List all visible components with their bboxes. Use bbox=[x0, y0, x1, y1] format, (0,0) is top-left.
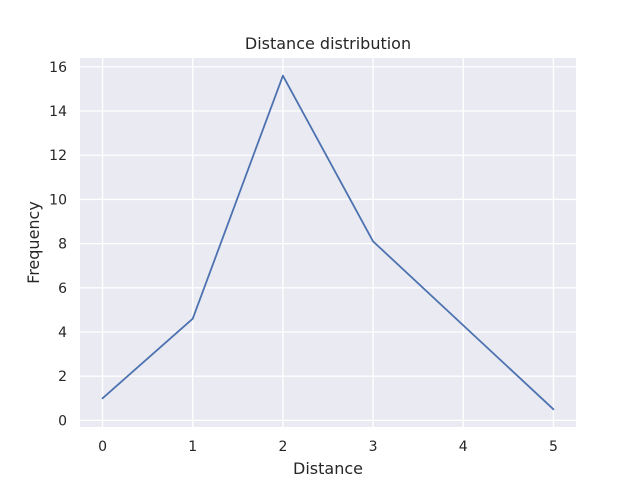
x-gridlines bbox=[101, 58, 555, 427]
series-layer bbox=[101, 74, 555, 411]
x-tick-label: 2 bbox=[278, 439, 287, 455]
x-axis-label: Distance bbox=[293, 459, 363, 478]
chart-title: Distance distribution bbox=[245, 34, 411, 53]
series-line bbox=[101, 74, 555, 411]
y-tick-label: 6 bbox=[58, 281, 67, 297]
x-tick-label: 1 bbox=[188, 439, 197, 455]
x-tick-label: 4 bbox=[459, 439, 468, 455]
y-gridlines bbox=[80, 66, 576, 422]
y-tick-label: 2 bbox=[58, 369, 67, 385]
x-tick-labels: 0 1 2 3 4 5 bbox=[98, 439, 558, 455]
y-tick-label: 14 bbox=[49, 104, 67, 120]
y-tick-label: 8 bbox=[58, 237, 67, 253]
y-tick-label: 0 bbox=[58, 413, 67, 429]
y-tick-label: 12 bbox=[49, 148, 67, 164]
y-tick-label: 4 bbox=[58, 325, 67, 341]
y-axis-label: Frequency bbox=[24, 201, 43, 284]
y-tick-label: 16 bbox=[49, 60, 67, 76]
y-tick-label: 10 bbox=[49, 192, 67, 208]
plot-area bbox=[80, 58, 576, 427]
x-tick-label: 5 bbox=[549, 439, 558, 455]
y-tick-labels: 0 2 4 6 8 10 12 14 16 bbox=[49, 60, 67, 430]
x-tick-label: 3 bbox=[369, 439, 378, 455]
x-tick-label: 0 bbox=[98, 439, 107, 455]
